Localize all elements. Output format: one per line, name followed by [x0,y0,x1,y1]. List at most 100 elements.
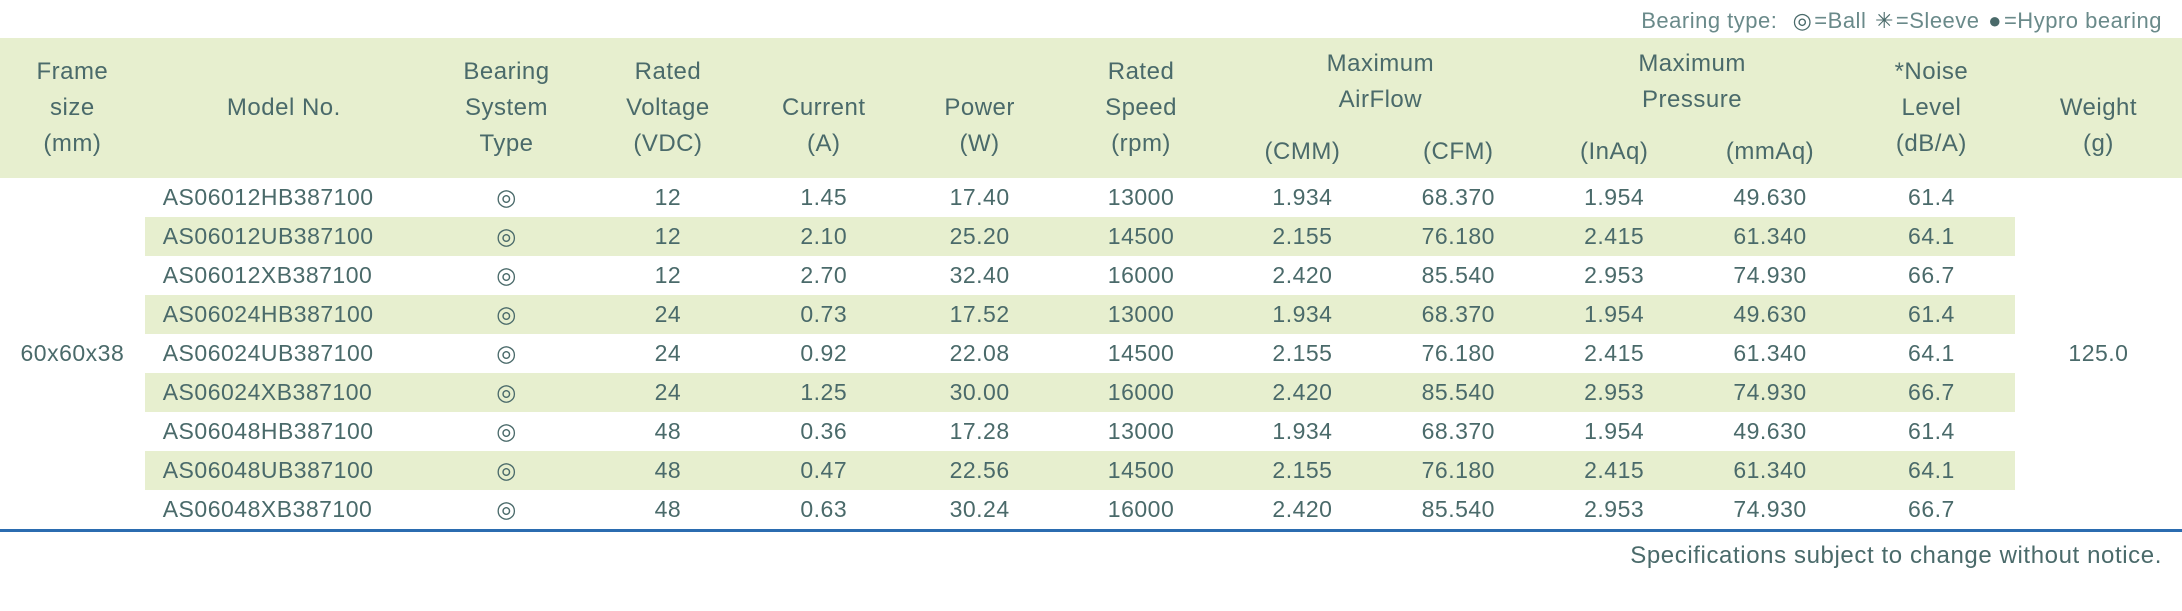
table-row: AS06048UB387100◎480.4722.56145002.15576.… [0,451,2182,490]
cell-mmaq: 49.630 [1692,178,1848,217]
cell-speed: 16000 [1058,373,1225,412]
table-body: 60x60x38AS06012HB387100◎121.4517.4013000… [0,178,2182,529]
cell-current: 1.25 [746,373,902,412]
col-airflow-group: Maximum AirFlow [1225,38,1537,126]
col-cfm: (CFM) [1380,126,1536,178]
cell-power: 30.24 [902,490,1058,529]
table-row: 60x60x38AS06012HB387100◎121.4517.4013000… [0,178,2182,217]
cell-inaq: 1.954 [1536,178,1692,217]
table-header: Frame size (mm) Model No. Bearing System… [0,38,2182,178]
col-model: Model No. [145,38,423,178]
cell-noise: 64.1 [1848,451,2015,490]
cell-noise: 64.1 [1848,334,2015,373]
cell-speed: 16000 [1058,256,1225,295]
cell-mmaq: 61.340 [1692,217,1848,256]
col-current: Current (A) [746,38,902,178]
table-row: AS06024UB387100◎240.9222.08145002.15576.… [0,334,2182,373]
cell-voltage: 24 [590,373,746,412]
cell-cmm: 1.934 [1225,412,1381,451]
cell-noise: 66.7 [1848,373,2015,412]
table-row: AS06048HB387100◎480.3617.28130001.93468.… [0,412,2182,451]
cell-cfm: 85.540 [1380,373,1536,412]
cell-cmm: 2.420 [1225,490,1381,529]
cell-power: 30.00 [902,373,1058,412]
legend-hypro-label: =Hypro bearing [2004,8,2162,33]
cell-voltage: 48 [590,412,746,451]
cell-mmaq: 74.930 [1692,490,1848,529]
cell-model: AS06012UB387100 [145,217,423,256]
weight-cell: 125.0 [2015,178,2182,529]
cell-power: 17.40 [902,178,1058,217]
cell-model: AS06024XB387100 [145,373,423,412]
cell-cfm: 76.180 [1380,217,1536,256]
legend-hypro-icon: ● [1986,8,2004,33]
legend-prefix: Bearing type: [1641,8,1777,33]
cell-power: 32.40 [902,256,1058,295]
cell-power: 17.28 [902,412,1058,451]
cell-current: 2.70 [746,256,902,295]
col-mmaq: (mmAq) [1692,126,1848,178]
col-inaq: (InAq) [1536,126,1692,178]
cell-speed: 14500 [1058,217,1225,256]
cell-bearing: ◎ [423,217,590,256]
col-power: Power (W) [902,38,1058,178]
table-row: AS06012UB387100◎122.1025.20145002.15576.… [0,217,2182,256]
cell-bearing: ◎ [423,490,590,529]
cell-model: AS06048XB387100 [145,490,423,529]
cell-mmaq: 61.340 [1692,334,1848,373]
cell-mmaq: 74.930 [1692,256,1848,295]
cell-current: 0.47 [746,451,902,490]
cell-voltage: 24 [590,295,746,334]
cell-current: 0.63 [746,490,902,529]
cell-inaq: 2.415 [1536,334,1692,373]
cell-cfm: 85.540 [1380,256,1536,295]
cell-model: AS06048UB387100 [145,451,423,490]
cell-current: 0.73 [746,295,902,334]
col-bearing: Bearing System Type [423,38,590,178]
cell-model: AS06048HB387100 [145,412,423,451]
cell-noise: 61.4 [1848,412,2015,451]
cell-model: AS06012XB387100 [145,256,423,295]
cell-current: 0.36 [746,412,902,451]
frame-size-cell: 60x60x38 [0,178,145,529]
legend-sleeve-label: =Sleeve [1896,8,1980,33]
cell-bearing: ◎ [423,178,590,217]
table-row: AS06048XB387100◎480.6330.24160002.42085.… [0,490,2182,529]
cell-cmm: 2.155 [1225,217,1381,256]
cell-voltage: 12 [590,256,746,295]
cell-cfm: 68.370 [1380,178,1536,217]
col-noise: *Noise Level (dB/A) [1848,38,2015,178]
cell-noise: 64.1 [1848,217,2015,256]
cell-noise: 61.4 [1848,178,2015,217]
cell-mmaq: 61.340 [1692,451,1848,490]
cell-mmaq: 49.630 [1692,295,1848,334]
cell-inaq: 2.953 [1536,373,1692,412]
col-frame: Frame size (mm) [0,38,145,178]
cell-cmm: 2.420 [1225,373,1381,412]
cell-cfm: 68.370 [1380,412,1536,451]
cell-model: AS06024UB387100 [145,334,423,373]
cell-cmm: 2.155 [1225,451,1381,490]
cell-inaq: 2.953 [1536,490,1692,529]
cell-cfm: 76.180 [1380,334,1536,373]
cell-power: 25.20 [902,217,1058,256]
cell-current: 1.45 [746,178,902,217]
cell-voltage: 12 [590,178,746,217]
bearing-legend: Bearing type: ◎=Ball ✳=Sleeve ●=Hypro be… [0,0,2182,38]
cell-cmm: 1.934 [1225,295,1381,334]
cell-cfm: 85.540 [1380,490,1536,529]
cell-inaq: 1.954 [1536,295,1692,334]
cell-bearing: ◎ [423,373,590,412]
cell-power: 22.08 [902,334,1058,373]
cell-voltage: 12 [590,217,746,256]
cell-cfm: 68.370 [1380,295,1536,334]
cell-bearing: ◎ [423,412,590,451]
cell-inaq: 2.953 [1536,256,1692,295]
cell-cmm: 2.420 [1225,256,1381,295]
cell-model: AS06024HB387100 [145,295,423,334]
table-row: AS06012XB387100◎122.7032.40160002.42085.… [0,256,2182,295]
cell-cmm: 1.934 [1225,178,1381,217]
cell-speed: 13000 [1058,295,1225,334]
legend-sleeve-icon: ✳ [1873,8,1896,33]
cell-voltage: 24 [590,334,746,373]
